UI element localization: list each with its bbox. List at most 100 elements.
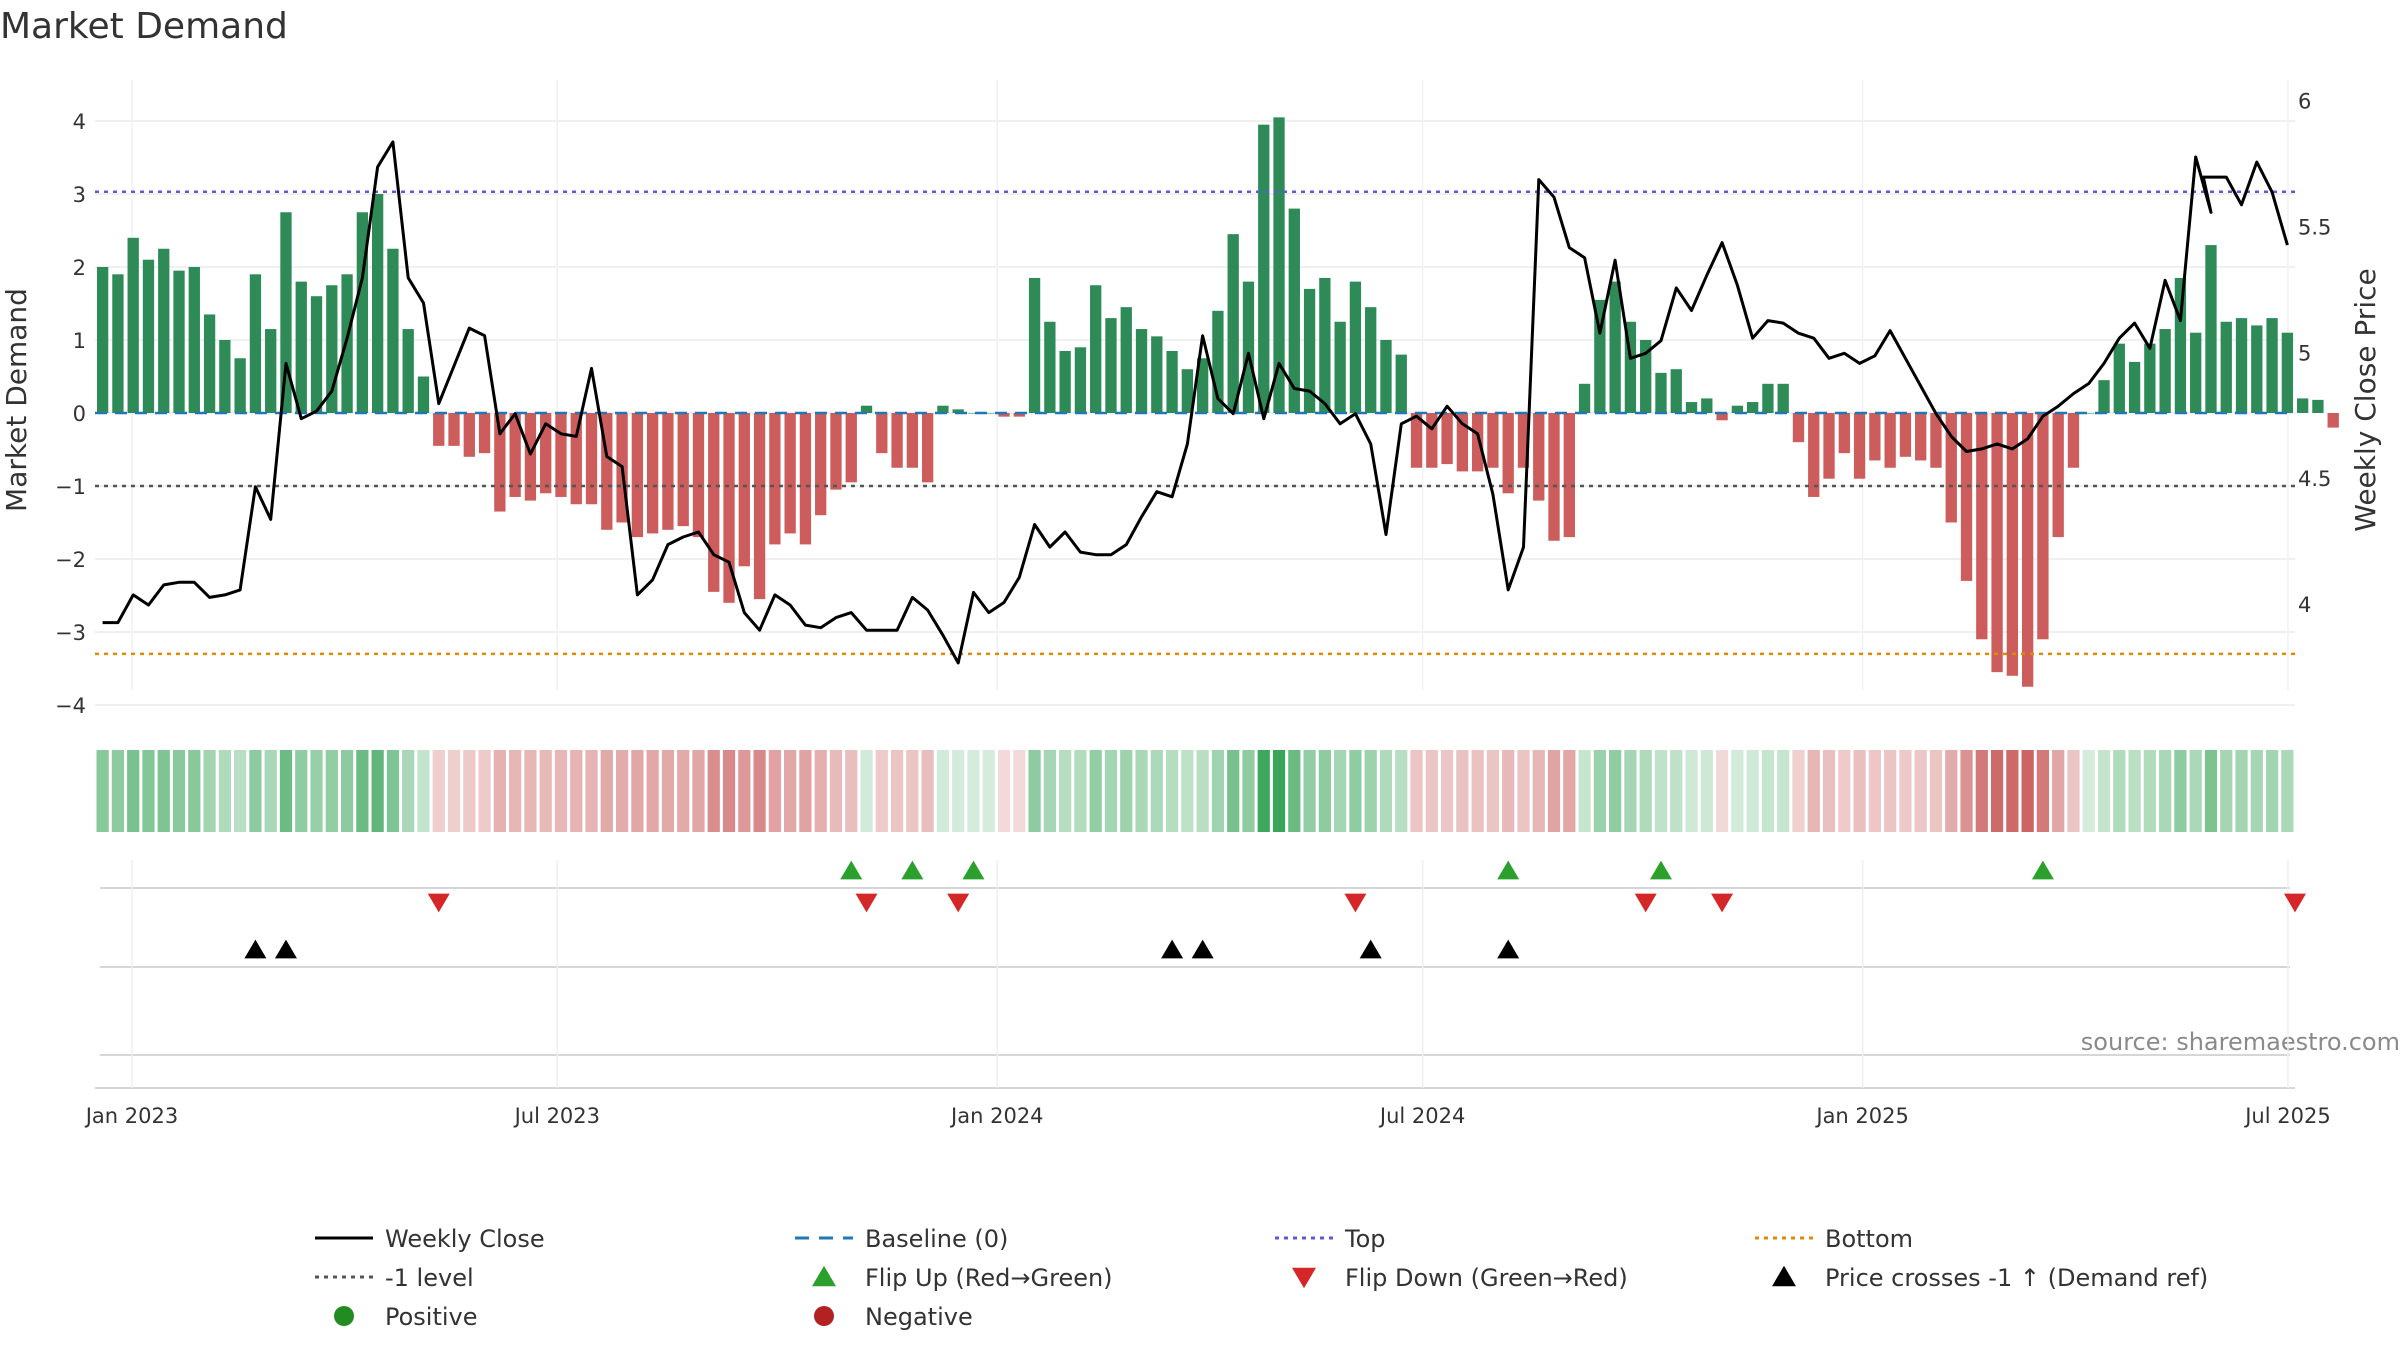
demand-bar [234,358,246,413]
flip-down-marker [855,893,878,913]
heat-cell [188,750,201,832]
flip-down-marker [2284,893,2306,913]
flip-up-marker [1649,860,1672,880]
legend-item: Weekly Close [315,1225,545,1253]
heat-cell [738,750,751,832]
legend-label: Negative [865,1303,973,1331]
demand-bar [1242,281,1255,413]
demand-bar [1196,358,1209,413]
heat-cell [1517,750,1530,832]
demand-bar [1640,340,1652,413]
demand-bar [1838,413,1850,454]
price-cross-marker [1497,939,1520,959]
legend-item: Price crosses -1 ↑ (Demand ref) [1772,1264,2208,1292]
demand-bar [585,413,598,505]
heat-cell [890,750,904,832]
demand-bar [417,376,430,413]
demand-bar [1288,208,1300,413]
demand-bar [1762,383,1774,413]
heat-cell [371,750,384,832]
legend-swatch [812,1265,836,1287]
heat-cell [340,750,354,832]
heat-cell [570,750,583,832]
flip-down-marker [1344,893,1367,913]
heat-cell [1777,750,1790,832]
heat-cell [417,750,430,832]
heat-cell [2235,750,2248,832]
heat-cell [967,750,980,832]
demand-bar [1746,402,1759,413]
demand-bar [295,281,307,413]
heat-cell [554,750,568,832]
demand-bar [2327,413,2339,428]
heat-cell [2250,750,2263,832]
x-tick-label: Jan 2024 [949,1104,1044,1128]
heat-cell [799,750,812,832]
flip-down-marker [1711,893,1734,913]
y-tick-label: 4 [73,110,86,134]
y2-axis-ticks: 6 5.5 5 4.5 4 [2298,90,2331,617]
demand-bar [815,413,827,516]
demand-bar [1701,398,1713,413]
demand-bar [998,413,1010,417]
demand-bar [188,267,200,413]
demand-bar [494,413,506,512]
heat-cell [1609,750,1622,832]
heat-cell [1899,750,1912,832]
demand-bar [249,274,262,413]
demand-bars [96,117,2339,687]
demand-bar [2021,413,2034,687]
demand-bar [769,413,781,545]
heat-cell [1196,750,1209,832]
demand-bar [2037,413,2049,640]
demand-bar [1976,413,1988,640]
heat-cell [1700,750,1713,832]
demand-bar [387,248,399,413]
heat-cell [1165,750,1179,832]
heat-cell [677,750,690,832]
heat-cell [524,750,537,832]
price-cross-marker [1191,939,1214,959]
demand-bar [1013,413,1025,417]
demand-bar [1349,281,1362,413]
flip-up-marker [2031,860,2054,880]
heat-cell [1792,750,1805,832]
demand-bar [1884,413,1896,468]
heat-cell [1104,750,1118,832]
demand-bar [326,285,338,413]
heat-cell [1884,750,1897,832]
x-tick-label: Jul 2025 [2243,1104,2330,1128]
heat-cell [845,750,858,832]
legend-label: Top [1344,1225,1386,1253]
heat-cell [325,750,338,832]
demand-bar [402,329,414,413]
demand-bar [1792,413,1805,443]
demand-bar [799,413,812,545]
demand-bar [280,212,292,413]
heat-cell [1318,750,1331,832]
heat-cell [2204,750,2218,832]
heat-cell [1227,750,1240,832]
heat-cell [1242,750,1255,832]
demand-bar [1303,288,1316,413]
legend-item: Bottom [1755,1225,1913,1253]
heat-cell [906,750,919,832]
demand-bar [371,194,384,413]
heat-cell [615,750,629,832]
demand-bar [830,413,842,490]
heat-cell [2036,750,2050,832]
y-tick-label: −1 [55,475,86,499]
demand-bar [219,340,231,413]
source-label: source: sharemaestro.com [2081,1028,2400,1056]
demand-bar [1533,413,1545,501]
y2-tick-label: 5 [2298,341,2311,365]
heat-cell [96,750,109,832]
demand-bar [2159,329,2171,413]
heat-cell [402,750,415,832]
demand-bar [1456,413,1469,472]
demand-bar [1181,369,1194,413]
heat-cell [1059,750,1072,832]
heat-cell [1089,750,1102,832]
heat-cell [234,750,247,832]
